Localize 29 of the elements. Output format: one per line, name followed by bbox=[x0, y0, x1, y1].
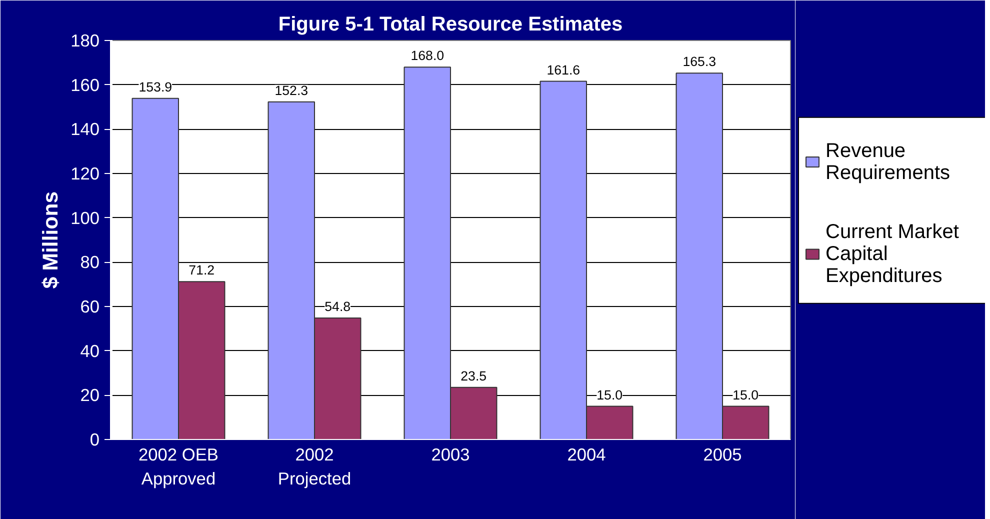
data-label: 152.3 bbox=[274, 82, 308, 98]
x-tick-label: 2003 bbox=[431, 444, 470, 464]
data-label: 153.9 bbox=[138, 79, 172, 94]
y-tick-label: 140 bbox=[70, 119, 100, 140]
y-tick-label: 160 bbox=[70, 74, 100, 95]
y-tick-label: 40 bbox=[80, 340, 100, 361]
y-tick-label: 0 bbox=[90, 430, 100, 450]
data-label: 23.5 bbox=[460, 368, 487, 384]
y-tick-label: 120 bbox=[70, 164, 100, 184]
y-tick-label: 180 bbox=[70, 30, 100, 50]
data-label: 168.0 bbox=[410, 48, 444, 64]
x-tick-label: 2002 Projected bbox=[278, 444, 352, 488]
data-label: 54.8 bbox=[324, 299, 351, 314]
y-tick-label: 60 bbox=[80, 296, 100, 316]
data-label: 71.2 bbox=[188, 262, 215, 278]
data-label: 161.6 bbox=[546, 62, 580, 78]
y-axis-title: $ Millions bbox=[38, 191, 63, 289]
x-tick-label: 2005 bbox=[703, 444, 742, 464]
x-tick-label: 2002 OEB Approved bbox=[138, 444, 218, 488]
y-tick-label: 100 bbox=[70, 208, 100, 228]
x-tick-label: 2004 bbox=[567, 444, 606, 464]
data-label: 15.0 bbox=[732, 387, 759, 402]
data-label: 165.3 bbox=[682, 54, 716, 70]
legend-label: Revenue Requirements bbox=[826, 140, 950, 184]
y-tick-label: 80 bbox=[80, 252, 100, 272]
legend-label: Current Market Capital Expenditures bbox=[826, 221, 960, 288]
chart-title: Figure 5-1 Total Resource Estimates bbox=[278, 14, 623, 36]
y-tick-label: 20 bbox=[80, 385, 100, 406]
data-label: 15.0 bbox=[596, 387, 623, 402]
